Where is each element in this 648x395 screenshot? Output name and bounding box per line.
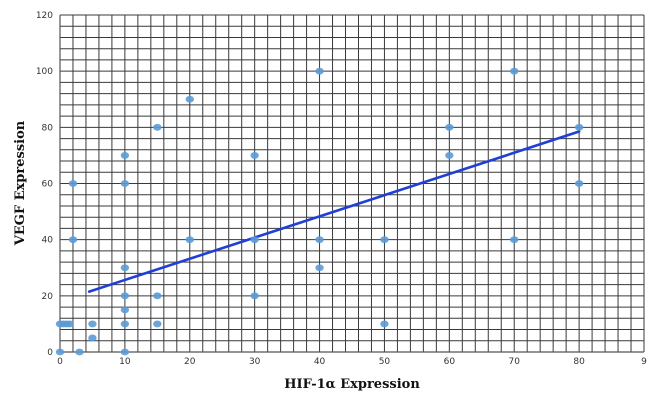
x-tick-label: 20 (184, 357, 196, 367)
y-tick-label: 20 (42, 292, 54, 302)
x-tick-label: 80 (573, 357, 585, 367)
data-point (120, 292, 130, 300)
x-tick-label: 9 (641, 357, 647, 367)
data-point (120, 180, 130, 187)
data-point (574, 180, 584, 187)
data-point (445, 123, 454, 131)
y-tick-label: 60 (42, 180, 54, 190)
x-tick-label: 40 (314, 357, 326, 367)
data-point (68, 236, 78, 244)
data-point (88, 334, 97, 342)
axes (59, 15, 644, 353)
grid-lines (59, 14, 645, 353)
data-point (120, 348, 130, 356)
data-point (250, 292, 259, 300)
data-point (153, 123, 162, 131)
x-tick-label: 70 (508, 357, 520, 367)
data-point (250, 152, 259, 159)
data-points (55, 67, 584, 356)
x-axis-title: HIF-1α Expression (284, 377, 420, 392)
trendline (87, 130, 581, 293)
y-axis-title: VEGF Expression (13, 120, 28, 246)
data-point (250, 236, 259, 244)
x-tick-label: 60 (444, 357, 456, 367)
data-point (120, 264, 130, 272)
data-point (380, 236, 389, 244)
data-point (574, 123, 584, 131)
data-point (445, 152, 454, 159)
data-point (153, 320, 162, 328)
data-point (68, 180, 78, 187)
y-tick-label: 0 (47, 348, 53, 358)
y-tick-label: 80 (42, 123, 54, 133)
data-point (88, 320, 97, 328)
data-point (120, 306, 130, 314)
data-point (315, 236, 324, 244)
data-point (185, 236, 194, 244)
x-tick-label: 50 (379, 357, 391, 367)
data-point (315, 264, 324, 272)
data-point (55, 348, 65, 356)
x-tick-label: 10 (119, 357, 131, 367)
data-point (120, 320, 130, 328)
x-tick-label: 0 (57, 357, 63, 367)
data-point (75, 348, 84, 356)
data-point (510, 67, 519, 75)
data-point (315, 67, 324, 75)
data-point (380, 320, 389, 328)
y-tick-label: 100 (36, 67, 53, 77)
y-tick-label: 120 (36, 11, 53, 21)
data-point (510, 236, 519, 244)
data-point (185, 95, 194, 103)
data-point (65, 320, 74, 328)
trendline-layer (87, 130, 581, 293)
data-point (153, 292, 162, 300)
y-tick-label: 40 (42, 236, 54, 246)
x-tick-label: 30 (249, 357, 261, 367)
data-point (120, 152, 130, 159)
